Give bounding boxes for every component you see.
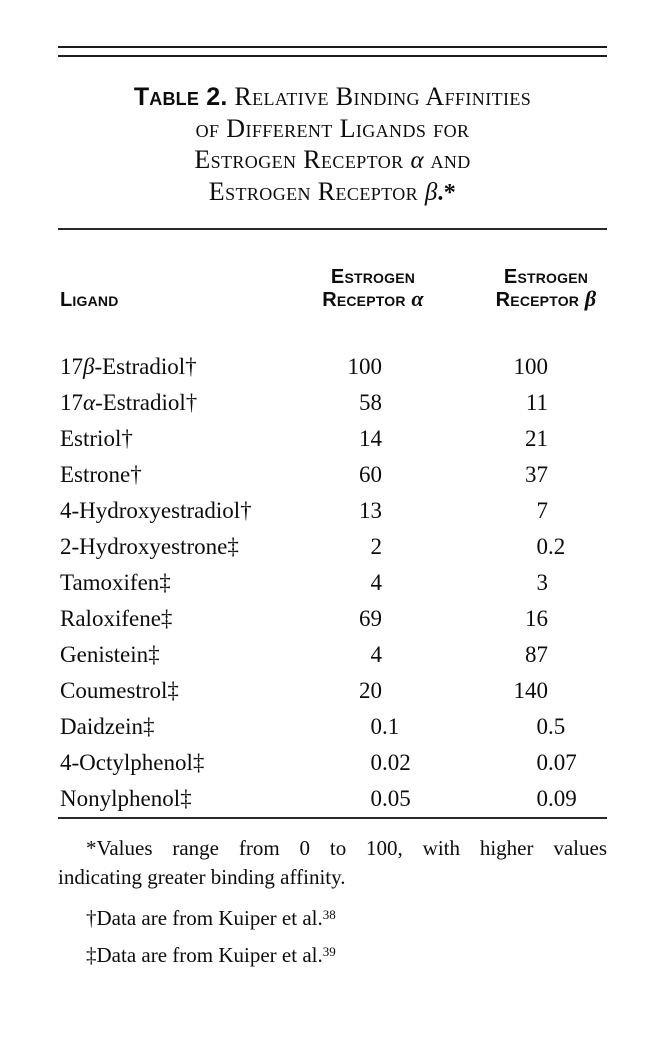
er-beta-cell: 21: [525, 426, 548, 451]
column-header-ligand: Ligand: [60, 289, 119, 311]
ligand-cell: 17α-Estradiol†: [60, 390, 198, 415]
title-text: Relative Binding Affinities: [234, 82, 532, 111]
footnote-double-dagger: ‡Data are from Kuiper et al.39: [86, 943, 336, 967]
er-alpha-cell: 58: [359, 390, 382, 415]
table-row: Estriol† 14 21: [58, 421, 607, 457]
er-alpha-cell: 0.02: [370, 750, 411, 775]
ligand-cell: Raloxifene‡: [60, 606, 173, 631]
table-row: Daidzein‡ 0.1 0.5: [58, 709, 607, 745]
reference-number: 38: [322, 906, 336, 922]
table-figure: Table 2. Relative Binding Affinities of …: [58, 46, 607, 970]
bottom-rule: [58, 817, 607, 819]
table-body: 17β-Estradiol† 100 100 17α-Estradiol† 58 11 Es…: [58, 349, 607, 817]
title-line-2: of Different Ligands for: [195, 114, 470, 143]
table-row: Tamoxifen‡ 4 3: [58, 565, 607, 601]
column-header-er-beta: Estrogen Receptor β: [429, 266, 607, 311]
title-text: Estrogen Receptor: [194, 145, 404, 174]
ligand-cell: Tamoxifen‡: [60, 570, 171, 595]
er-beta-cell: 37: [525, 462, 548, 487]
ligand-cell: Estrone†: [60, 462, 142, 487]
table-row: Coumestrol‡ 20 140: [58, 673, 607, 709]
er-alpha-cell: 14: [359, 426, 382, 451]
er-beta-cell: 0.07: [536, 750, 577, 775]
table-header-row: Ligand Estrogen Receptor α Estrogen Rece…: [58, 266, 607, 311]
header-line: Estrogen: [330, 266, 416, 288]
table-number-label: Table 2.: [133, 83, 228, 111]
er-beta-cell: 3: [536, 570, 549, 595]
title-line-1: Table 2. Relative Binding Affinities: [58, 81, 607, 113]
table-row: 17β-Estradiol† 100 100: [58, 349, 607, 385]
title-text: Estrogen Receptor: [208, 177, 419, 206]
ligand-cell: 2-Hydroxyestrone‡: [60, 534, 239, 559]
beta-symbol: β: [424, 179, 438, 206]
er-beta-cell: 87: [525, 642, 548, 667]
table-row: 4-Octylphenol‡ 0.02 0.07: [58, 745, 607, 781]
footnote-star-line2: indicating greater binding affinity.: [58, 865, 346, 889]
er-beta-cell: 0.09: [536, 786, 577, 811]
er-beta-cell: 100: [513, 354, 549, 379]
ligand-cell: 17β-Estradiol†: [60, 354, 197, 379]
table-row: 4-Hydroxyestradiol† 13 7: [58, 493, 607, 529]
er-beta-cell: 140: [513, 678, 549, 703]
er-alpha-cell: 13: [359, 498, 382, 523]
ligand-cell: Nonylphenol‡: [60, 786, 192, 811]
er-alpha-cell: 0.05: [370, 786, 411, 811]
er-alpha-cell: 69: [359, 606, 382, 631]
er-alpha-cell: 4: [370, 570, 383, 595]
ligand-cell: Daidzein‡: [60, 714, 155, 739]
footnotes: *Values range from 0 to 100, with higher…: [58, 834, 607, 970]
header-line: Estrogen: [503, 266, 589, 288]
er-alpha-cell: 100: [347, 354, 383, 379]
er-beta-cell: 16: [525, 606, 548, 631]
er-alpha-cell: 20: [359, 678, 382, 703]
table-row: 2-Hydroxyestrone‡ 2 0.2: [58, 529, 607, 565]
top-double-rule: [58, 46, 607, 57]
er-alpha-cell: 0.1: [370, 714, 400, 739]
table-title: Table 2. Relative Binding Affinities of …: [58, 81, 607, 209]
er-alpha-cell: 4: [370, 642, 383, 667]
title-separator-rule: [58, 228, 607, 230]
table-row: Raloxifene‡ 69 16: [58, 601, 607, 637]
reference-number: 39: [322, 943, 336, 959]
footnote-star-line1: *Values range from 0 to 100, with higher…: [86, 836, 607, 860]
er-beta-cell: 7: [536, 498, 549, 523]
footnote-marker: .*: [437, 180, 457, 206]
table-row: Estrone† 60 37: [58, 457, 607, 493]
table-row: Nonylphenol‡ 0.05 0.09: [58, 781, 607, 817]
er-beta-cell: 0.5: [536, 714, 566, 739]
beta-symbol: β: [584, 286, 597, 311]
er-alpha-cell: 2: [370, 534, 383, 559]
ligand-cell: Estriol†: [60, 426, 133, 451]
alpha-symbol: α: [410, 147, 424, 174]
er-alpha-cell: 60: [359, 462, 382, 487]
footnote-dagger: †Data are from Kuiper et al.38: [86, 906, 336, 930]
er-beta-cell: 0.2: [536, 534, 566, 559]
ligand-cell: Genistein‡: [60, 642, 160, 667]
header-line: Receptor β: [495, 286, 597, 312]
ligand-cell: Coumestrol‡: [60, 678, 179, 703]
column-header-er-alpha: Estrogen Receptor α: [281, 266, 429, 311]
alpha-symbol: α: [411, 286, 424, 311]
er-beta-cell: 11: [525, 390, 548, 415]
title-line-3: Estrogen Receptor α and: [58, 144, 607, 176]
header-line: Receptor α: [322, 286, 424, 312]
table-row: 17α-Estradiol† 58 11: [58, 385, 607, 421]
table-row: Genistein‡ 4 87: [58, 637, 607, 673]
ligand-cell: 4-Octylphenol‡: [60, 750, 205, 775]
ligand-cell: 4-Hydroxyestradiol†: [60, 498, 252, 523]
title-text: and: [430, 145, 471, 174]
title-line-4: Estrogen Receptor β.*: [58, 176, 607, 209]
